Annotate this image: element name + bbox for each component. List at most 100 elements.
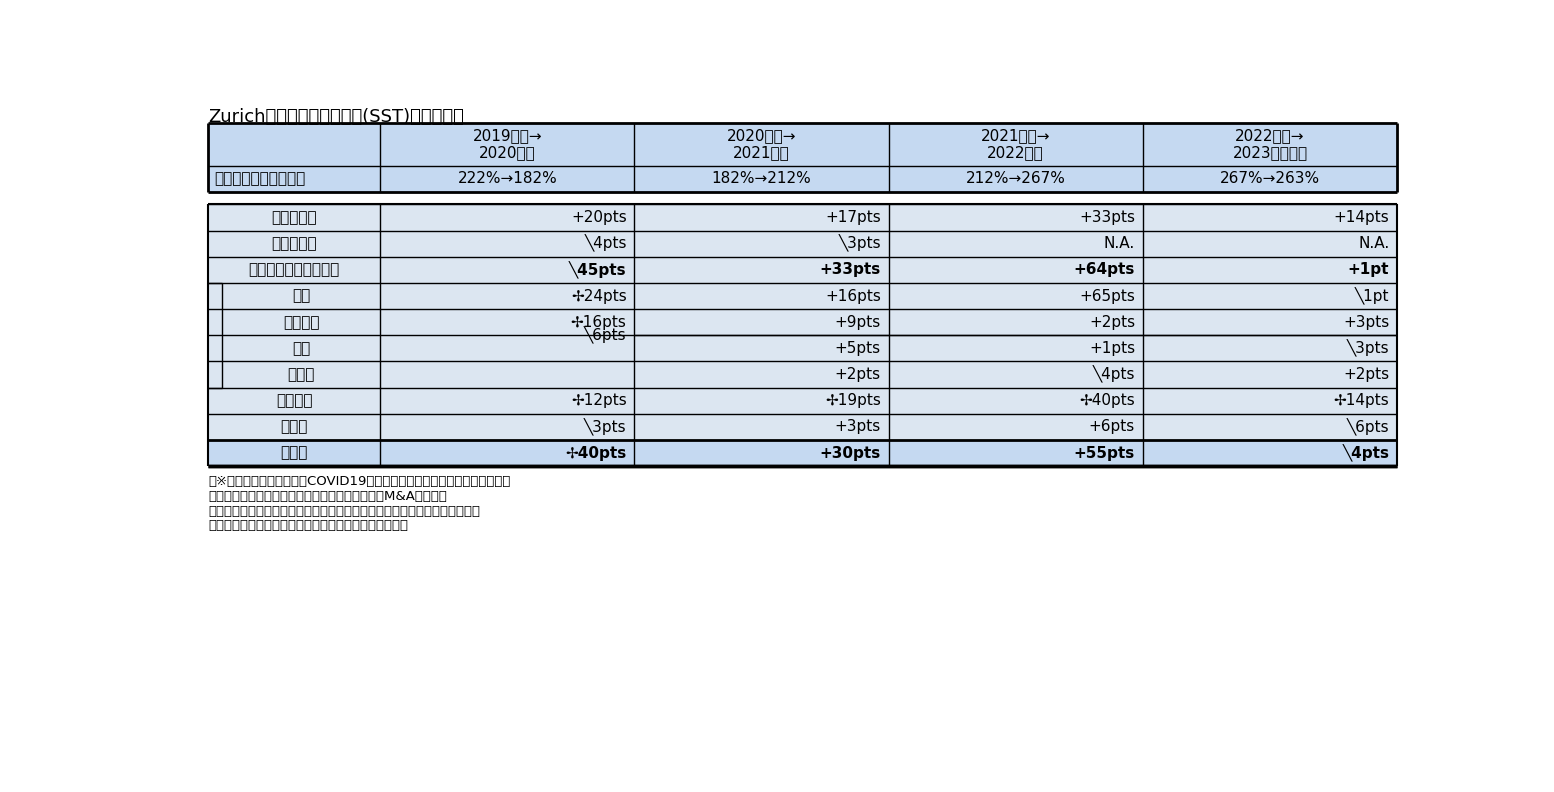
Text: ✢14pts: ✢14pts	[1333, 394, 1389, 408]
Text: ╲45pts: ╲45pts	[569, 261, 626, 279]
Bar	[381, 361, 634, 387]
Text: ╲3pts: ╲3pts	[838, 235, 881, 253]
Bar	[1142, 335, 1397, 361]
Text: 222%→182%: 222%→182%	[457, 172, 558, 186]
Bar	[1142, 387, 1397, 413]
Text: +5pts: +5pts	[834, 341, 881, 356]
Text: +55pts: +55pts	[1074, 446, 1134, 461]
Text: +33pts: +33pts	[1078, 210, 1134, 225]
Text: +1pts: +1pts	[1089, 341, 1134, 356]
Bar	[208, 335, 381, 361]
Text: ╲6pts: ╲6pts	[584, 326, 626, 344]
Bar	[1142, 204, 1397, 230]
Bar	[634, 361, 889, 387]
Bar	[208, 440, 381, 466]
Text: ╲3pts: ╲3pts	[584, 418, 626, 436]
Text: N.A.: N.A.	[1358, 236, 1389, 251]
Bar	[208, 387, 381, 413]
Text: ＜ソルベンシー比率＞: ＜ソルベンシー比率＞	[214, 172, 306, 186]
Text: 合　計: 合 計	[281, 446, 308, 461]
Bar	[889, 204, 1142, 230]
Bar	[208, 283, 381, 309]
Text: 182%→212%: 182%→212%	[712, 172, 811, 186]
Text: 資本行動: 資本行動	[277, 394, 312, 408]
Bar	[1142, 361, 1397, 387]
Text: 為替: 為替	[292, 341, 311, 356]
Text: +30pts: +30pts	[819, 446, 881, 461]
Text: +9pts: +9pts	[834, 314, 881, 329]
Bar	[634, 309, 889, 335]
Bar	[889, 166, 1142, 192]
Bar	[381, 335, 634, 361]
Bar	[1142, 309, 1397, 335]
Text: +2pts: +2pts	[1343, 367, 1389, 382]
Text: ╲4pts: ╲4pts	[1092, 366, 1134, 383]
Text: 営業利益等: 営業利益等	[272, 210, 317, 225]
Bar	[634, 335, 889, 361]
Bar	[1142, 440, 1397, 466]
Text: ✢40pts: ✢40pts	[566, 446, 626, 461]
Text: ✢16pts: ✢16pts	[570, 314, 626, 329]
Text: ✢24pts: ✢24pts	[570, 288, 626, 303]
Bar	[1142, 283, 1397, 309]
Bar	[381, 204, 634, 230]
Bar	[208, 413, 381, 440]
Bar	[381, 440, 634, 466]
Text: 「資本行動」は、配当支払、債券発行・返済、M&Aを含む。: 「資本行動」は、配当支払、債券発行・返済、M&Aを含む。	[208, 490, 448, 503]
Bar	[208, 309, 381, 335]
Bar	[634, 257, 889, 283]
Bar	[889, 440, 1142, 466]
Bar	[381, 123, 634, 166]
Text: +20pts: +20pts	[570, 210, 626, 225]
Text: +14pts: +14pts	[1333, 210, 1389, 225]
Bar	[1142, 230, 1397, 257]
Text: （※）「保険リスク」は、COVID19及び超過カタストロフィの影響を含む。: （※）「保険リスク」は、COVID19及び超過カタストロフィの影響を含む。	[208, 475, 511, 489]
Text: ╲4pts: ╲4pts	[584, 235, 626, 253]
Text: 267%→263%: 267%→263%	[1220, 172, 1319, 186]
Bar	[889, 283, 1142, 309]
Bar	[1142, 123, 1397, 166]
Bar	[889, 257, 1142, 283]
Text: 金利: 金利	[292, 288, 311, 303]
Text: ╲6pts: ╲6pts	[1347, 418, 1389, 436]
Text: +65pts: +65pts	[1078, 288, 1134, 303]
Text: N.A.: N.A.	[1103, 236, 1134, 251]
Text: +3pts: +3pts	[834, 420, 881, 434]
Text: +2pts: +2pts	[834, 367, 881, 382]
Bar	[381, 166, 634, 192]
Text: +64pts: +64pts	[1074, 262, 1134, 277]
Bar	[634, 440, 889, 466]
Bar	[889, 230, 1142, 257]
Text: +17pts: +17pts	[825, 210, 881, 225]
Bar	[634, 283, 889, 309]
Bar	[1142, 257, 1397, 283]
Bar	[381, 283, 634, 309]
Text: ✢19pts: ✢19pts	[825, 394, 881, 408]
Bar	[208, 166, 381, 192]
Bar	[889, 335, 1142, 361]
Bar	[381, 257, 634, 283]
Text: ╲1pt: ╲1pt	[1355, 287, 1389, 305]
Text: 212%→267%: 212%→267%	[967, 172, 1066, 186]
Bar	[381, 230, 634, 257]
Text: 2020年末→
2021年末: 2020年末→ 2021年末	[727, 128, 796, 161]
Text: +1pt: +1pt	[1347, 262, 1389, 277]
Text: ✢12pts: ✢12pts	[570, 394, 626, 408]
Bar	[889, 123, 1142, 166]
Bar	[208, 204, 381, 230]
Bar	[634, 230, 889, 257]
Text: その他: その他	[287, 367, 315, 382]
Text: ╲3pts: ╲3pts	[1347, 340, 1389, 357]
Bar	[889, 387, 1142, 413]
Text: その他: その他	[281, 420, 308, 434]
Bar	[381, 387, 634, 413]
Bar	[634, 413, 889, 440]
Text: 市場リスク・市場変化の「その他」は、信用スプレッドの影響等を含む。: 市場リスク・市場変化の「その他」は、信用スプレッドの影響等を含む。	[208, 505, 480, 518]
Bar	[889, 361, 1142, 387]
Text: 保険リスク: 保険リスク	[272, 236, 317, 251]
Text: 2019年末→
2020年末: 2019年末→ 2020年末	[472, 128, 542, 161]
Bar	[208, 230, 381, 257]
Bar	[634, 204, 889, 230]
Bar	[889, 413, 1142, 440]
Bar	[381, 310, 634, 360]
